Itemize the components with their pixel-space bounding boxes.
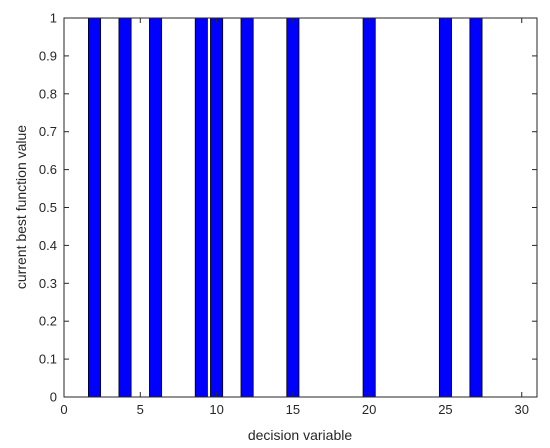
bar-x-2 xyxy=(88,17,102,398)
y-tick-label: 0.3 xyxy=(39,276,57,291)
bar-x-27 xyxy=(469,17,483,398)
y-tick-label: 0.1 xyxy=(39,352,57,367)
y-tick-label: 1 xyxy=(50,11,57,26)
y-tick-label: 0.9 xyxy=(39,48,57,63)
bar-x-6 xyxy=(149,17,163,398)
x-axis-label: decision variable xyxy=(248,427,352,443)
bar-x-4 xyxy=(118,17,132,398)
x-tick-label: 0 xyxy=(60,402,67,417)
bar-x-25 xyxy=(438,17,452,398)
x-tick-label: 30 xyxy=(515,402,529,417)
bar-x-9 xyxy=(194,17,208,398)
y-tick-label: 0.4 xyxy=(39,238,57,253)
y-tick-label: 0 xyxy=(50,390,57,405)
bar-x-20 xyxy=(362,17,376,398)
y-axis-label: current best function value xyxy=(13,125,29,289)
y-tick-label: 0.8 xyxy=(39,86,57,101)
x-tick-label: 25 xyxy=(438,402,452,417)
x-tick-label: 20 xyxy=(362,402,376,417)
bar-x-12 xyxy=(240,17,254,398)
plot-background xyxy=(64,18,537,397)
y-tick-label: 0.6 xyxy=(39,162,57,177)
x-tick-label: 15 xyxy=(286,402,300,417)
x-tick-label: 5 xyxy=(137,402,144,417)
bar-x-15 xyxy=(286,17,300,398)
y-tick-label: 0.5 xyxy=(39,200,57,215)
bar-x-10 xyxy=(210,17,224,398)
y-axis-ticks: 0 0.1 0.2 0.3 0.4 0.5 0.6 0.7 0.8 0.9 1 xyxy=(39,11,537,405)
y-tick-label: 0.2 xyxy=(39,314,57,329)
y-tick-label: 0.7 xyxy=(39,124,57,139)
bars-group xyxy=(88,17,483,398)
x-axis-ticks: 0 5 10 15 20 25 30 xyxy=(60,18,529,417)
x-tick-label: 10 xyxy=(209,402,223,417)
